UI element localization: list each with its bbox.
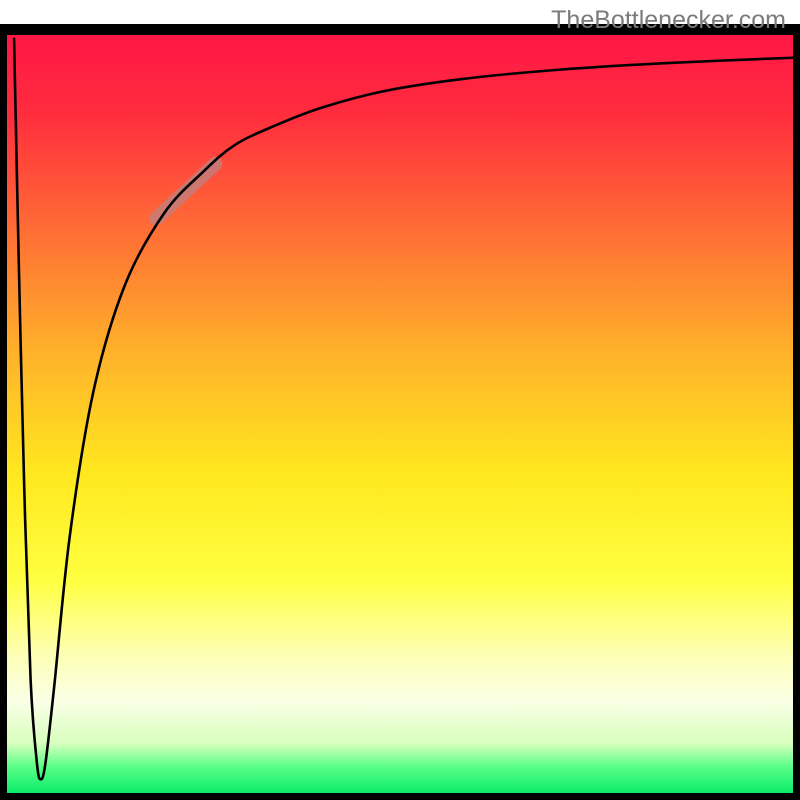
watermark-text: TheBottlenecker.com (551, 6, 786, 35)
bottleneck-chart (0, 0, 800, 800)
gradient-background (7, 35, 793, 793)
chart-container: TheBottlenecker.com (0, 0, 800, 800)
